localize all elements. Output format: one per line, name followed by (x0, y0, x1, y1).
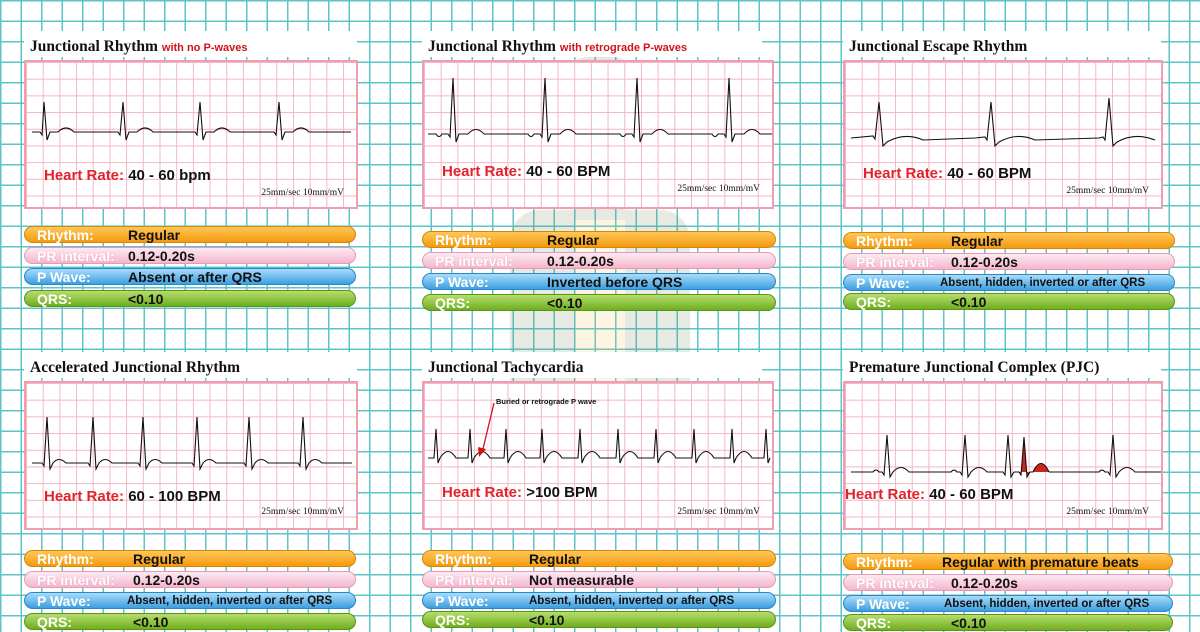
panel-subtitle: with retrograde P-waves (559, 42, 688, 54)
ecg-trace (428, 402, 771, 464)
panel-title-bar: Junctional Tachycardia (422, 352, 762, 378)
paper-speed: 25mm/sec 10mm/mV (677, 507, 760, 517)
paper-speed: 25mm/sec 10mm/mV (1066, 507, 1149, 517)
rhythm-bar: Rhythm: Regular (422, 231, 776, 248)
paper-speed: 25mm/sec 10mm/mV (677, 184, 760, 194)
ecg-trace (850, 97, 1156, 148)
panel-subtitle: with no P-waves (161, 42, 248, 54)
ecg-trace (851, 434, 1161, 479)
heart-rate: Heart Rate: 40 - 60 BPM (863, 165, 1032, 182)
callout-arrow (481, 402, 495, 454)
paper-speed: 25mm/sec 10mm/mV (1066, 186, 1149, 196)
ecg-strip: Heart Rate: 40 - 60 BPM 25mm/sec 10mm/mV (843, 381, 1163, 530)
qrs-bar: QRS: <0.10 (24, 290, 356, 307)
rhythm-bar: Rhythm: Regular (24, 226, 356, 243)
pr-interval-bar: PR interval: 0.12-0.20s (422, 252, 776, 269)
panel-title: Junctional Tachycardia (428, 359, 584, 376)
ecg-strip: Heart Rate: 40 - 60 bpm 25mm/sec 10mm/mV (24, 60, 358, 209)
panel-title: Junctional Rhythm with no P-waves (30, 38, 248, 55)
ecg-strip: Buried or retrograde P wave Heart Rate: … (422, 381, 774, 530)
rhythm-bar: Rhythm: Regular (422, 550, 776, 567)
ecg-strip: Heart Rate: 60 - 100 BPM 25mm/sec 10mm/m… (24, 381, 358, 530)
qrs-bar: QRS: <0.10 (24, 613, 356, 630)
panel-title-bar: Junctional Escape Rhythm (843, 31, 1161, 57)
heart-rate: Heart Rate: 40 - 60 BPM (442, 163, 611, 180)
p-wave-bar: P Wave: Absent, hidden, inverted or after… (843, 595, 1173, 612)
panel-title-bar: Junctional Rhythm with retrograde P-waves (422, 31, 762, 57)
paper-speed: 25mm/sec 10mm/mV (261, 507, 344, 517)
panel-title: Premature Junctional Complex (PJC) (849, 359, 1100, 376)
qrs-bar: QRS: <0.10 (843, 293, 1175, 310)
paper-speed: 25mm/sec 10mm/mV (261, 188, 344, 198)
panel-title: Junctional Escape Rhythm (849, 38, 1028, 55)
heart-rate: Heart Rate: 60 - 100 BPM (44, 488, 221, 505)
rhythm-bar: Rhythm: Regular with premature beats (843, 553, 1173, 570)
qrs-bar: QRS: <0.10 (843, 614, 1173, 631)
ecg-trace (32, 101, 351, 141)
pr-interval-bar: PR interval: 0.12-0.20s (24, 571, 356, 588)
heart-rate: Heart Rate: >100 BPM (442, 484, 598, 501)
callout-arrowhead (478, 447, 486, 457)
panel-title: Junctional Rhythm with retrograde P-waves (428, 38, 688, 55)
p-wave-bar: P Wave: Absent, hidden, inverted or after… (422, 592, 776, 609)
pr-interval-bar: PR interval: 0.12-0.20s (24, 247, 356, 264)
panel-title: Accelerated Junctional Rhythm (30, 359, 241, 376)
qrs-bar: QRS: <0.10 (422, 294, 776, 311)
panel-title-bar: Premature Junctional Complex (PJC) (843, 352, 1161, 378)
p-wave-bar: P Wave: Absent, hidden, inverted or after… (843, 274, 1175, 291)
ecg-strip: Heart Rate: 40 - 60 BPM 25mm/sec 10mm/mV (422, 60, 774, 209)
p-wave-bar: P Wave: Absent, hidden, inverted or after… (24, 592, 356, 609)
panel-title-bar: Accelerated Junctional Rhythm (24, 352, 357, 378)
pjc-premature-beat (1014, 436, 1050, 479)
ecg-trace (32, 416, 352, 472)
qrs-bar: QRS: <0.10 (422, 611, 776, 628)
p-wave-bar: P Wave: Inverted before QRS (422, 273, 776, 290)
pr-interval-bar: PR interval: 0.12-0.20s (843, 574, 1173, 591)
pr-interval-bar: PR interval: 0.12-0.20s (843, 253, 1175, 270)
panel-title-bar: Junctional Rhythm with no P-waves (24, 31, 357, 57)
callout-label: Buried or retrograde P wave (496, 397, 597, 406)
rhythm-bar: Rhythm: Regular (24, 550, 356, 567)
pr-interval-bar: PR interval: Not measurable (422, 571, 776, 588)
heart-rate: Heart Rate: 40 - 60 bpm (44, 167, 211, 184)
ecg-trace (428, 77, 772, 143)
heart-rate: Heart Rate: 40 - 60 BPM (845, 486, 1014, 503)
p-wave-bar: P Wave: Absent or after QRS (24, 268, 356, 285)
ecg-strip: Heart Rate: 40 - 60 BPM 25mm/sec 10mm/mV (843, 60, 1163, 209)
rhythm-bar: Rhythm: Regular (843, 232, 1175, 249)
